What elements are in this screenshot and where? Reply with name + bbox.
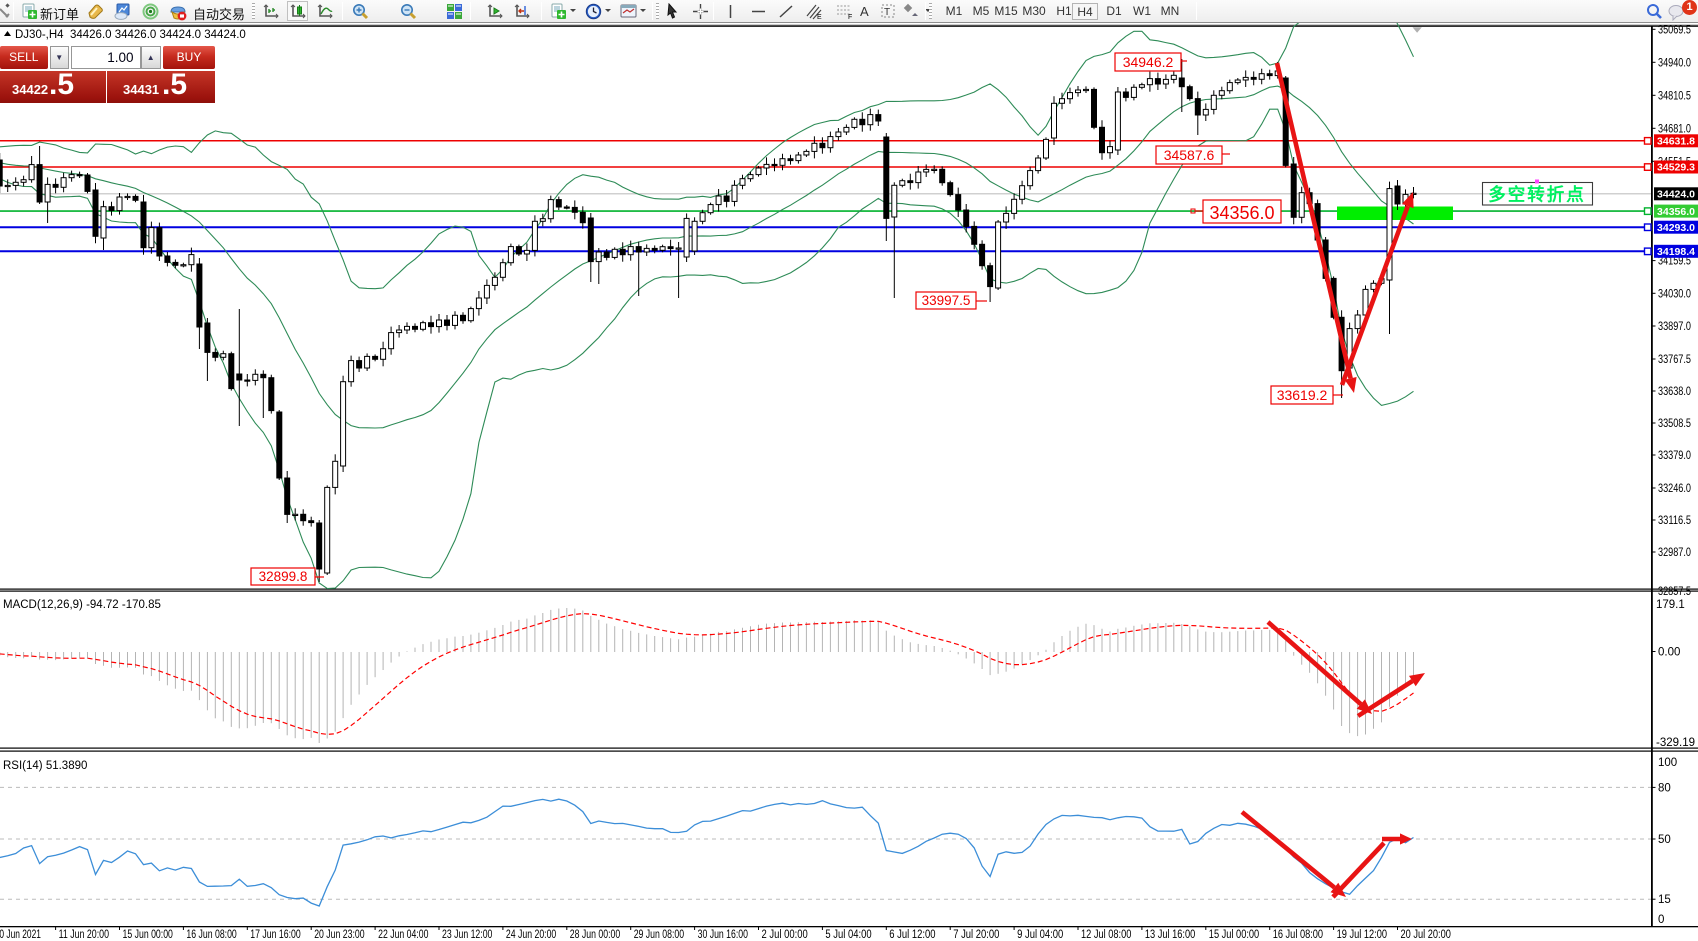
svg-text:多空转折点: 多空转折点	[1488, 185, 1586, 205]
svg-text:15 Jul 00:00: 15 Jul 00:00	[1209, 929, 1259, 941]
svg-text:5 Jul 04:00: 5 Jul 04:00	[825, 929, 871, 941]
svg-text:34681.0: 34681.0	[1658, 123, 1691, 135]
svg-text:33897.0: 33897.0	[1658, 321, 1691, 333]
svg-text:80: 80	[1658, 782, 1671, 794]
svg-text:0: 0	[1658, 914, 1664, 926]
svg-text:34810.5: 34810.5	[1658, 90, 1691, 102]
svg-text:33997.5: 33997.5	[922, 293, 971, 308]
svg-text:33116.5: 33116.5	[1658, 515, 1691, 527]
svg-text:34424.0: 34424.0	[1657, 189, 1695, 201]
svg-text:T: T	[884, 7, 890, 18]
svg-text:29 Jun 08:00: 29 Jun 08:00	[634, 929, 684, 941]
svg-text:35069.5: 35069.5	[1658, 24, 1691, 36]
svg-text:34631.8: 34631.8	[1657, 136, 1695, 148]
svg-text:15: 15	[1658, 894, 1671, 906]
svg-text:E: E	[817, 14, 822, 20]
svg-text:RSI(14) 51.3890: RSI(14) 51.3890	[3, 760, 87, 772]
svg-text:34356.0: 34356.0	[1657, 206, 1695, 218]
svg-text:33379.0: 33379.0	[1658, 450, 1691, 462]
svg-text:20 Jun 23:00: 20 Jun 23:00	[314, 929, 364, 941]
svg-text:34356.0: 34356.0	[1209, 203, 1274, 223]
svg-text:12 Jul 08:00: 12 Jul 08:00	[1081, 929, 1131, 941]
svg-text:7 Jul 20:00: 7 Jul 20:00	[953, 929, 999, 941]
svg-text:50: 50	[1658, 834, 1671, 846]
svg-text:34030.0: 34030.0	[1658, 288, 1691, 300]
svg-text:10 Jun 2021: 10 Jun 2021	[0, 929, 41, 941]
svg-text:23 Jun 12:00: 23 Jun 12:00	[442, 929, 492, 941]
svg-text:34587.6: 34587.6	[1164, 147, 1215, 163]
svg-text:-329.19: -329.19	[1656, 737, 1695, 749]
svg-text:MACD(12,26,9) -94.72 -170.85: MACD(12,26,9) -94.72 -170.85	[3, 599, 161, 611]
svg-text:19 Jul 12:00: 19 Jul 12:00	[1337, 929, 1387, 941]
svg-text:13 Jul 16:00: 13 Jul 16:00	[1145, 929, 1195, 941]
svg-text:16 Jun 08:00: 16 Jun 08:00	[186, 929, 236, 941]
svg-text:9 Jul 04:00: 9 Jul 04:00	[1017, 929, 1063, 941]
svg-text:100: 100	[1658, 757, 1677, 769]
svg-text:16 Jul 08:00: 16 Jul 08:00	[1273, 929, 1323, 941]
svg-text:33508.5: 33508.5	[1658, 418, 1691, 430]
svg-text:2 Jul 00:00: 2 Jul 00:00	[762, 929, 808, 941]
svg-text:33619.2: 33619.2	[1277, 387, 1328, 403]
svg-text:34946.2: 34946.2	[1123, 54, 1174, 70]
svg-text:34529.3: 34529.3	[1657, 162, 1695, 174]
svg-text:32857.5: 32857.5	[1658, 586, 1691, 598]
svg-text:34940.0: 34940.0	[1658, 57, 1691, 69]
svg-text:32987.0: 32987.0	[1658, 547, 1691, 559]
svg-text:34198.4: 34198.4	[1657, 246, 1695, 258]
svg-text:33246.0: 33246.0	[1658, 483, 1691, 495]
svg-text:11 Jun 20:00: 11 Jun 20:00	[59, 929, 109, 941]
svg-text:0.00: 0.00	[1658, 647, 1680, 659]
svg-text:28 Jun 00:00: 28 Jun 00:00	[570, 929, 620, 941]
svg-text:17 Jun 16:00: 17 Jun 16:00	[250, 929, 300, 941]
svg-text:30 Jun 16:00: 30 Jun 16:00	[698, 929, 748, 941]
svg-text:15 Jun 00:00: 15 Jun 00:00	[123, 929, 173, 941]
svg-text:34293.0: 34293.0	[1657, 222, 1695, 234]
svg-text:34159.5: 34159.5	[1658, 256, 1691, 268]
svg-text:F: F	[848, 14, 852, 20]
svg-text:33767.5: 33767.5	[1658, 354, 1691, 366]
svg-text:32899.8: 32899.8	[259, 569, 308, 584]
svg-text:33638.0: 33638.0	[1658, 386, 1691, 398]
svg-text:179.1: 179.1	[1656, 599, 1685, 611]
svg-text:20 Jul 20:00: 20 Jul 20:00	[1401, 929, 1451, 941]
svg-text:24 Jun 20:00: 24 Jun 20:00	[506, 929, 556, 941]
svg-text:22 Jun 04:00: 22 Jun 04:00	[378, 929, 428, 941]
svg-text:6 Jul 12:00: 6 Jul 12:00	[889, 929, 935, 941]
